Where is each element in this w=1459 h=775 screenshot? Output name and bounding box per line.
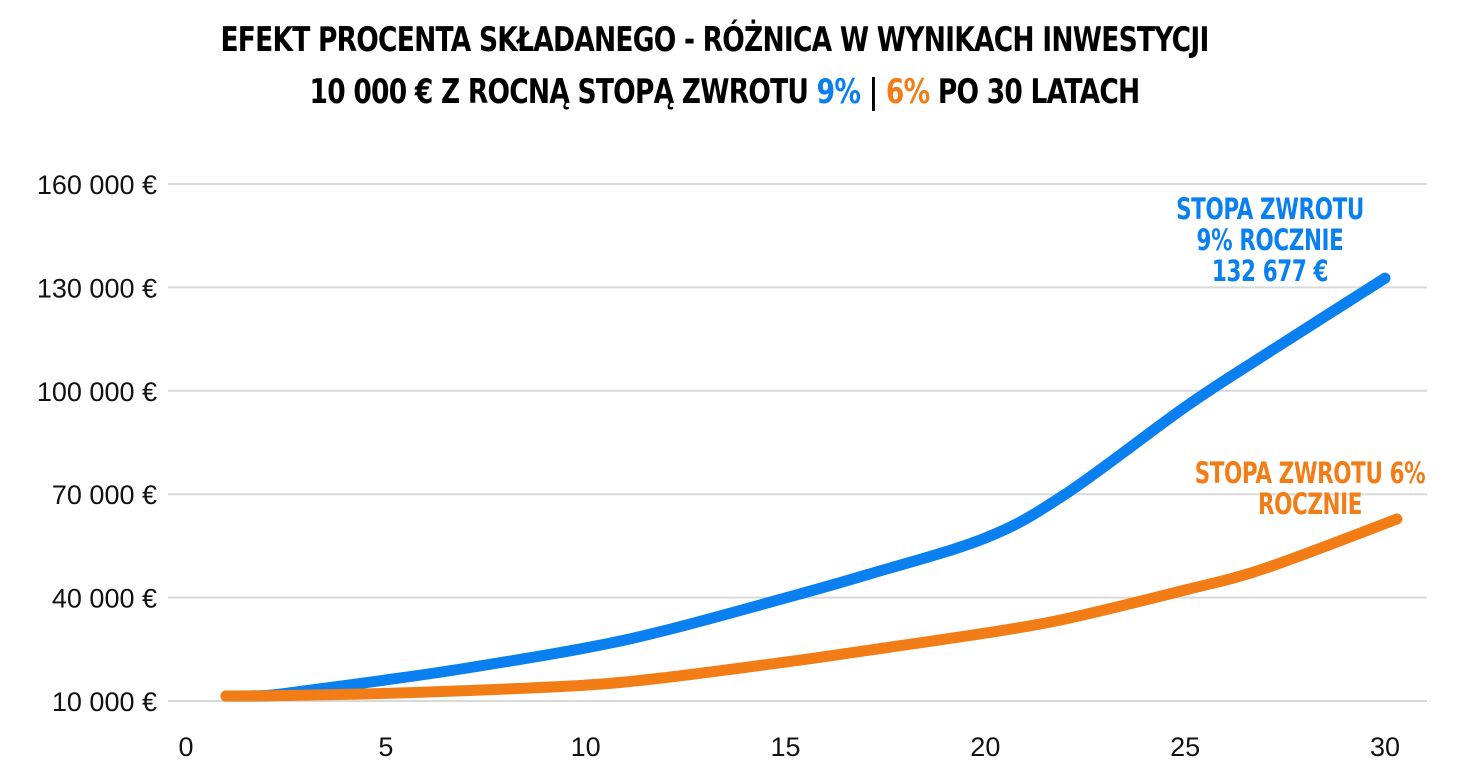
y-axis-labels: 10 000 € 40 000 € 70 000 € 100 000 € 130 000… (37, 170, 157, 717)
y-tick-label: 160 000 € (37, 170, 157, 200)
x-tick-label: 30 (1370, 732, 1400, 762)
title-suffix: PO 30 LATACH (929, 72, 1140, 112)
title-rate-6: 6% (885, 72, 930, 112)
y-tick-label: 100 000 € (37, 377, 157, 407)
annotation-6-line-1: STOPA ZWROTU 6% (1194, 456, 1426, 490)
x-tick-label: 10 (571, 732, 601, 762)
x-axis-labels: 0 5 10 15 20 25 30 (178, 732, 1400, 762)
title-prefix: 10 000 € Z ROCNĄ STOPĄ ZWROTU (309, 72, 817, 112)
y-tick-label: 40 000 € (52, 584, 157, 614)
gridlines (168, 183, 1427, 702)
x-tick-label: 5 (378, 732, 393, 762)
annotation-9-line-2: 9% ROCZNIE (1196, 223, 1344, 257)
chart-title: EFEKT PROCENTA SKŁADANEGO - RÓŻNICA W WY… (0, 14, 1459, 118)
y-tick-label: 130 000 € (37, 273, 157, 303)
chart-title-line-2: 10 000 € Z ROCNĄ STOPĄ ZWROTU 9% | 6% PO… (152, 66, 1298, 118)
chart-title-line-1: EFEKT PROCENTA SKŁADANEGO - RÓŻNICA W WY… (220, 20, 1209, 60)
annotation-9-line-1: STOPA ZWROTU (1176, 192, 1364, 226)
x-tick-label: 15 (770, 732, 800, 762)
series-9-percent-line (220, 272, 1391, 702)
annotation-6-percent: STOPA ZWROTU 6% ROCZNIE (1181, 458, 1440, 520)
annotation-9-final-value: 132 677 € (1211, 254, 1329, 288)
y-tick-label: 70 000 € (52, 480, 157, 510)
annotation-6-line-2: ROCZNIE (1257, 487, 1363, 521)
title-rate-9: 9% (816, 72, 861, 112)
title-separator: | (860, 72, 886, 112)
x-tick-label: 0 (178, 732, 193, 762)
annotation-9-percent: STOPA ZWROTU 9% ROCZNIE 132 677 € (1159, 194, 1381, 287)
series-lines (220, 272, 1403, 702)
y-tick-label: 10 000 € (52, 687, 157, 717)
series-6-percent-line (220, 513, 1403, 702)
x-tick-label: 20 (970, 732, 1000, 762)
x-tick-label: 25 (1170, 732, 1200, 762)
